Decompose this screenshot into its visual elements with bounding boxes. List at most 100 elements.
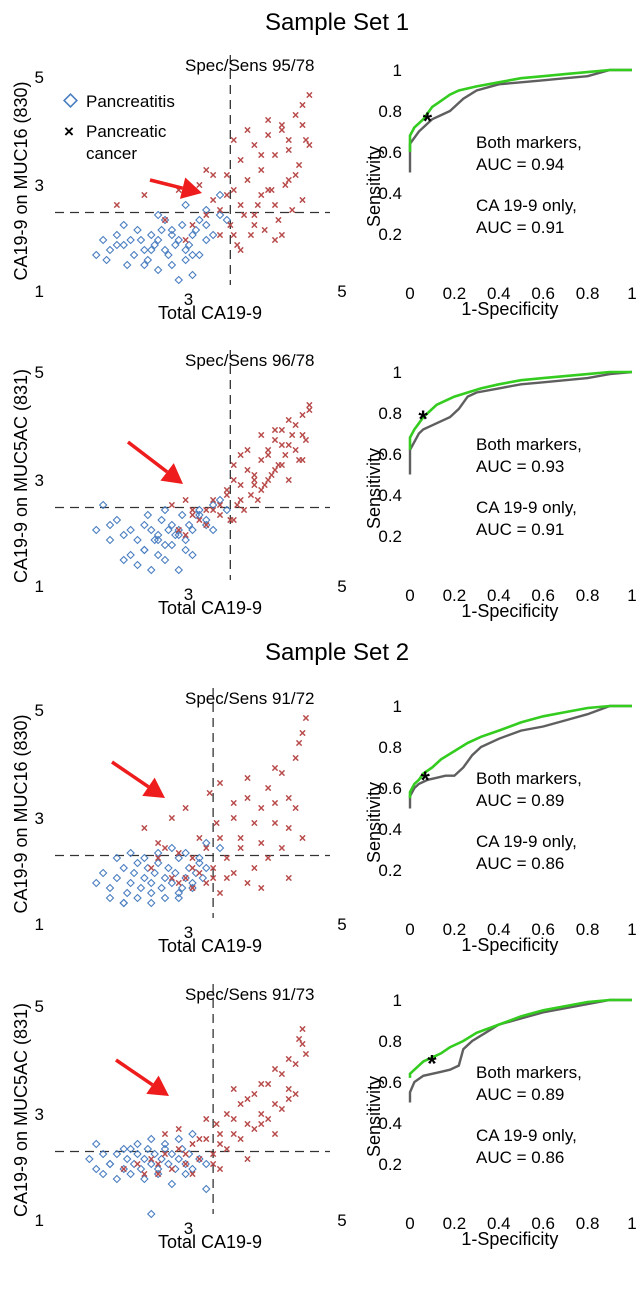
- pancreatitis-point: [177, 510, 187, 520]
- roc-y-tick-label: 0.2: [378, 1155, 402, 1174]
- pancreatitis-point: [85, 1154, 94, 1164]
- pancreatitis-point: [195, 250, 204, 260]
- cancer-point: [234, 241, 241, 249]
- cancer-point: [244, 879, 251, 887]
- cancer-point: [275, 216, 282, 224]
- cancer-point: [237, 834, 244, 842]
- cancer-point: [196, 1155, 203, 1163]
- legend: Pancreatitis × Pancreatic cancer: [63, 92, 175, 163]
- cancer-point: [203, 521, 210, 529]
- pancreatitis-point: [133, 1139, 142, 1149]
- y-tick-label: 5: [35, 997, 44, 1016]
- pancreatitis-point: [160, 873, 170, 883]
- roc-y-tick-label: 0.2: [378, 225, 402, 244]
- roc-line-ca199-only: [408, 998, 632, 1103]
- y-axis-label: CA19-9 on MUC16 (830): [11, 714, 31, 913]
- pancreatitis-point: [171, 868, 180, 878]
- pancreatitis-point: [174, 893, 184, 903]
- pancreatitis-point: [91, 525, 101, 535]
- legend-label-cancer-line2: cancer: [86, 144, 137, 163]
- cancer-point: [258, 884, 265, 892]
- cancer-point: [271, 436, 279, 444]
- pancreatitis-point: [222, 505, 232, 515]
- cancer-point: [237, 246, 244, 254]
- pancreatitis-point: [167, 230, 177, 240]
- y-axis-label: CA19-9 on MUC16 (830): [11, 81, 31, 280]
- cancer-point: [271, 819, 279, 827]
- cancer-point: [141, 191, 148, 199]
- pancreatitis-point: [215, 843, 225, 853]
- cancer-point: [223, 191, 231, 199]
- roc-y-axis-label: Sensitivity: [364, 146, 384, 227]
- pancreatitis-point: [98, 500, 108, 510]
- cancer-point: [264, 186, 272, 194]
- roc-marked-point: *: [418, 406, 428, 433]
- pancreatitis-point: [153, 235, 163, 245]
- pancreatitis-point: [181, 848, 190, 858]
- cancer-point: [161, 1150, 169, 1158]
- pancreatitis-point: [188, 250, 197, 260]
- roc-x-tick-label: 0.6: [531, 586, 555, 605]
- y-tick-label: 5: [35, 363, 44, 382]
- pancreatitis-point: [105, 883, 115, 893]
- cancer-point: [209, 1150, 217, 1158]
- cancer-point: [292, 1060, 299, 1068]
- legend-marker-cancer: ×: [64, 122, 74, 141]
- cancer-point: [196, 869, 203, 877]
- cancer-point: [223, 486, 231, 494]
- roc-x-tick-label: 0.4: [487, 284, 511, 303]
- cancer-point: [182, 1160, 189, 1168]
- cancer-point: [161, 1130, 169, 1138]
- pancreatitis-point: [112, 1149, 122, 1159]
- pancreatitis-point: [153, 210, 163, 220]
- pancreatitis-point: [208, 230, 218, 240]
- roc-line-both-markers: [408, 998, 632, 1078]
- roc-panel-set1-muc5ac: 1 0.8 0.6 0.4 0.2 0 0.2 0.4 0.6 0.8 1 1-Specificity…: [364, 363, 637, 621]
- roc-y-tick-label: 0.8: [378, 1032, 402, 1051]
- pancreatitis-point: [167, 225, 177, 235]
- cancer-point: [203, 166, 210, 174]
- pancreatitis-point: [140, 260, 149, 270]
- cancer-point: [189, 864, 196, 872]
- cancer-point: [251, 221, 258, 229]
- cancer-point: [264, 854, 272, 862]
- pancreatitis-point: [191, 225, 201, 235]
- cancer-point: [285, 146, 292, 154]
- cancer-point: [206, 789, 213, 797]
- pancreatitis-point: [195, 858, 204, 868]
- cancer-point: [302, 436, 310, 444]
- cancer-point: [251, 481, 258, 489]
- pancreatitis-point: [167, 540, 177, 550]
- pancreatitis-point: [91, 250, 101, 260]
- roc-marked-point: *: [427, 1051, 437, 1078]
- pancreatitis-point: [188, 1164, 197, 1174]
- pancreatitis-point: [98, 1169, 108, 1179]
- pancreatitis-point: [215, 190, 225, 200]
- cancer-point: [223, 1145, 231, 1153]
- cancer-point: [251, 141, 258, 149]
- cancer-point: [264, 784, 272, 792]
- pancreatitis-point: [126, 550, 135, 560]
- cancer-point: [203, 211, 210, 219]
- roc-y-tick-label: 1: [393, 363, 402, 382]
- auc-ca-line1: CA 19-9 only,: [476, 498, 577, 517]
- pancreatitis-point: [133, 1149, 142, 1159]
- cancer-point: [258, 839, 265, 847]
- cancer-point: [120, 1165, 127, 1173]
- cancer-point: [237, 451, 244, 459]
- auc-ca-line2: AUC = 0.91: [476, 218, 564, 237]
- cancer-point: [271, 764, 279, 772]
- cancer-point: [237, 156, 244, 164]
- pancreatitis-point: [195, 853, 204, 863]
- pancreatitis-point: [140, 545, 149, 555]
- pancreatitis-point: [174, 275, 184, 285]
- pancreatitis-point: [146, 878, 156, 888]
- pancreatitis-point: [167, 520, 177, 530]
- roc-marked-point: *: [423, 108, 433, 135]
- cancer-point: [251, 471, 258, 479]
- cancer-point: [230, 136, 237, 144]
- cancer-point: [258, 191, 265, 199]
- cancer-point: [182, 804, 189, 812]
- cancer-point: [285, 136, 292, 144]
